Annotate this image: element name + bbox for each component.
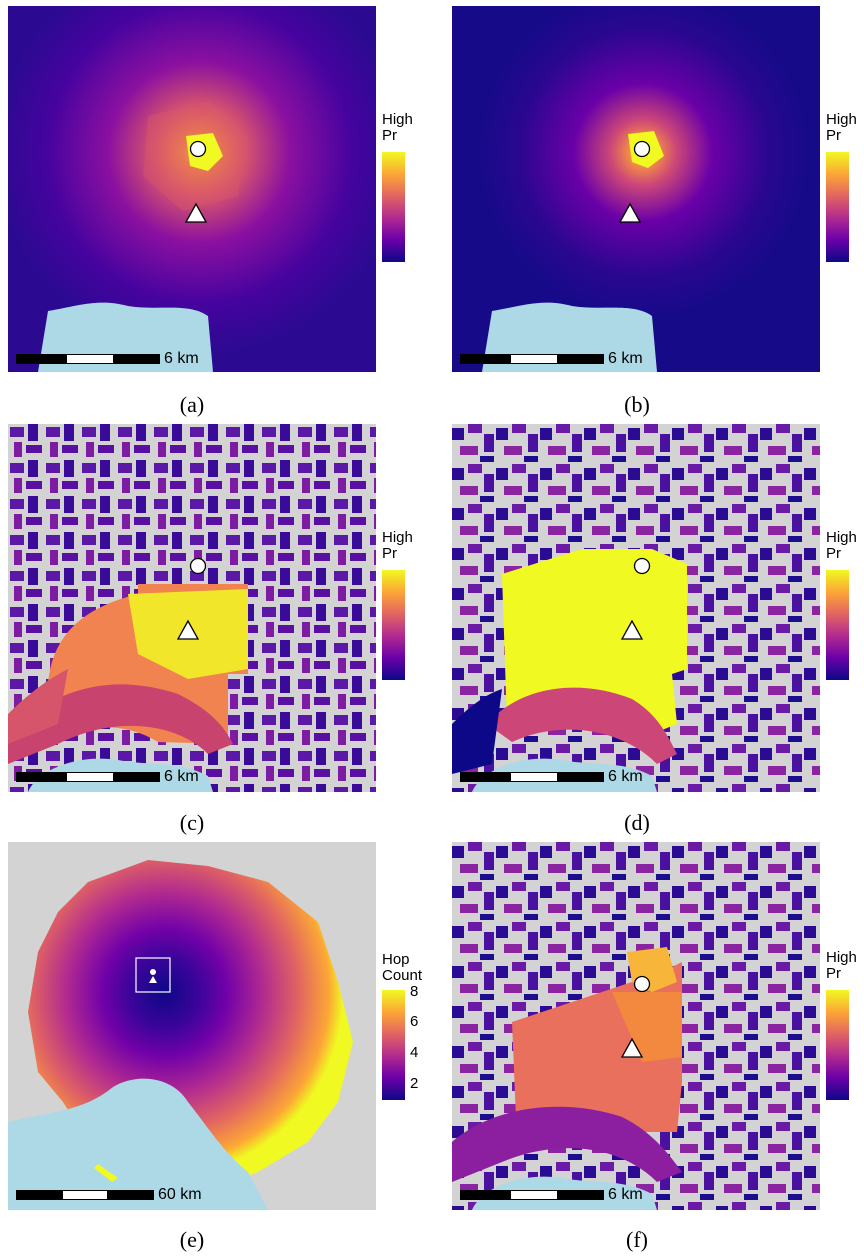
inset-box (135, 957, 171, 993)
color-bar (826, 570, 849, 680)
legend-title-2: Pr (826, 545, 841, 562)
map-f: 6 km (452, 842, 820, 1210)
triangle-marker (620, 619, 644, 640)
legend-a: High Pr (382, 112, 432, 272)
caption-c: (c) (179, 810, 205, 835)
caption-d: (d) (624, 810, 650, 835)
legend-title-1: Hop (382, 951, 410, 968)
legend-c: High Pr (382, 530, 432, 690)
caption-e: (e) (179, 1227, 205, 1252)
legend-title-2: Pr (826, 127, 841, 144)
map-c: 6 km (8, 424, 376, 792)
circle-marker (150, 969, 156, 975)
scale-label: 6 km (164, 350, 199, 367)
legend-tick-2: 2 (410, 1075, 419, 1092)
legend-title-2: Pr (382, 545, 397, 562)
legend-title-2: Pr (826, 965, 841, 982)
circle-marker (633, 557, 651, 575)
triangle-marker (620, 1037, 644, 1058)
legend-title-1: High (382, 529, 413, 546)
legend-title-1: High (826, 949, 857, 966)
circle-marker (633, 140, 651, 158)
legend-tick-6: 6 (410, 1013, 419, 1030)
color-bar (382, 152, 405, 262)
color-bar (382, 990, 405, 1100)
legend-e: Hop Count 8 6 4 2 (382, 952, 442, 1122)
circle-marker (189, 557, 207, 575)
legend-title-2: Count (382, 967, 423, 984)
triangle-marker (184, 202, 208, 223)
circle-marker (189, 140, 207, 158)
scale-label: 6 km (608, 768, 643, 785)
triangle-marker (176, 619, 200, 640)
legend-title-1: High (826, 529, 857, 546)
scale-label: 6 km (608, 1186, 643, 1203)
legend-tick-4: 4 (410, 1044, 419, 1061)
legend-title-2: Pr (382, 127, 397, 144)
caption-f: (f) (626, 1227, 648, 1252)
legend-title-1: High (382, 111, 413, 128)
legend-d: High Pr (826, 530, 864, 690)
circle-marker (633, 975, 651, 993)
color-bar (826, 990, 849, 1100)
legend-b: High Pr (826, 112, 864, 272)
scale-label: 6 km (608, 350, 643, 367)
triangle-marker (618, 202, 642, 223)
caption-a: (a) (179, 392, 205, 417)
caption-b: (b) (624, 392, 650, 417)
color-bar (382, 570, 405, 680)
map-a: 6 km (8, 6, 376, 372)
legend-title-1: High (826, 111, 857, 128)
map-b: 6 km (452, 6, 820, 372)
map-d: 6 km (452, 424, 820, 792)
color-bar (826, 152, 849, 262)
triangle-marker (149, 976, 157, 983)
scale-label: 60 km (158, 1186, 202, 1203)
map-e: 60 km (8, 842, 376, 1210)
legend-f: High Pr (826, 950, 864, 1110)
scale-label: 6 km (164, 768, 199, 785)
legend-tick-8: 8 (410, 983, 419, 1000)
